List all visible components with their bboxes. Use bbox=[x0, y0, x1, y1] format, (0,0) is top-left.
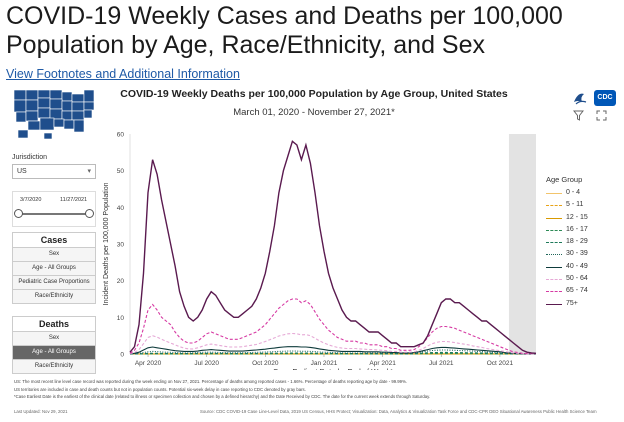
footnote-line: US: The most recent line level case reco… bbox=[14, 379, 408, 384]
x-tick-label: Jul 2020 bbox=[194, 360, 219, 367]
legend-label: 65 - 74 bbox=[566, 287, 588, 295]
last-updated: Last Updated: Nov 29, 2021 bbox=[14, 409, 68, 414]
legend-label: 12 - 15 bbox=[566, 213, 588, 221]
legend-swatch bbox=[546, 303, 562, 305]
date-slider-start-handle[interactable] bbox=[14, 209, 23, 218]
legend-swatch bbox=[546, 217, 562, 219]
date-slider-track[interactable] bbox=[18, 213, 90, 215]
legend-item[interactable]: 18 - 29 bbox=[546, 236, 622, 248]
date-slider-end-handle[interactable] bbox=[85, 209, 94, 218]
deaths-age-button[interactable]: Age - All Groups bbox=[13, 345, 95, 359]
legend-item[interactable]: 75+ bbox=[546, 298, 622, 310]
legend-item[interactable]: 0 - 4 bbox=[546, 187, 622, 199]
series-line-50-64 bbox=[129, 332, 536, 355]
jurisdiction-select[interactable]: US ▾ bbox=[12, 164, 96, 179]
footnote-line: *Case Earliest Date is the earliest of t… bbox=[14, 394, 431, 399]
series-line-30-39 bbox=[129, 349, 536, 355]
x-tick-label: Apr 2020 bbox=[135, 360, 162, 367]
x-tick-label: Apr 2021 bbox=[369, 360, 396, 367]
chevron-down-icon: ▾ bbox=[87, 168, 91, 175]
legend-swatch bbox=[546, 291, 562, 293]
footnote-line: US territories are included in case and … bbox=[14, 386, 306, 392]
y-tick-label: 0 bbox=[120, 352, 124, 359]
legend-item[interactable]: 40 - 49 bbox=[546, 261, 622, 273]
legend-label: 30 - 39 bbox=[566, 250, 588, 258]
source-credit: Source: CDC COVID-19 Case Line-Level Dat… bbox=[200, 409, 597, 414]
x-tick-label: Jul 2021 bbox=[429, 360, 454, 367]
cases-age-button[interactable]: Age - All Groups bbox=[13, 261, 95, 275]
y-tick-label: 10 bbox=[117, 315, 125, 322]
legend-swatch bbox=[546, 193, 562, 194]
date-start: 3/7/2020 bbox=[20, 197, 42, 203]
legend-label: 0 - 4 bbox=[566, 189, 581, 196]
y-tick-label: 60 bbox=[117, 132, 125, 139]
expand-icon[interactable] bbox=[596, 110, 607, 121]
legend-item[interactable]: 30 - 39 bbox=[546, 248, 622, 260]
deaths-heading: Deaths bbox=[38, 319, 69, 329]
us-map-icon[interactable] bbox=[12, 86, 98, 144]
legend-item[interactable]: 16 - 17 bbox=[546, 224, 622, 236]
footnotes-link[interactable]: View Footnotes and Additional Informatio… bbox=[6, 67, 240, 81]
hhs-logo-icon bbox=[574, 93, 587, 105]
cases-pediatric-button[interactable]: Pediatric Case Proportions bbox=[13, 275, 95, 289]
y-tick-label: 40 bbox=[117, 205, 125, 212]
filter-icon[interactable] bbox=[573, 110, 584, 121]
legend-swatch bbox=[546, 279, 562, 281]
chart-subtitle: March 01, 2020 - November 27, 2021* bbox=[233, 107, 395, 118]
x-tick-label: Oct 2020 bbox=[252, 360, 279, 367]
deaths-race-button[interactable]: Race/Ethnicity bbox=[13, 359, 95, 373]
y-tick-label: 20 bbox=[117, 278, 125, 285]
legend-label: 75+ bbox=[566, 299, 578, 307]
legend-item[interactable]: 50 - 64 bbox=[546, 273, 622, 285]
date-end: 11/27/2021 bbox=[60, 197, 88, 203]
series-line-75plus bbox=[129, 140, 537, 354]
legend-label: 18 - 29 bbox=[566, 238, 588, 246]
legend-label: 5 - 11 bbox=[566, 201, 584, 209]
cdc-logo-icon: CDC bbox=[594, 90, 616, 106]
cases-group: Cases Sex Age - All Groups Pediatric Cas… bbox=[12, 232, 96, 304]
x-tick-label: Oct 2021 bbox=[487, 360, 514, 367]
deaths-group: Deaths Sex Age - All Groups Race/Ethnici… bbox=[12, 316, 96, 374]
y-tick-label: 50 bbox=[117, 168, 125, 175]
series-line-40-49 bbox=[129, 346, 536, 355]
legend-item[interactable]: 5 - 11 bbox=[546, 199, 622, 211]
legend-label: 16 - 17 bbox=[566, 225, 588, 233]
x-axis-label: Case Earliest Date by End of Week* bbox=[273, 367, 393, 370]
legend-label: 50 - 64 bbox=[566, 275, 588, 283]
legend-item[interactable]: 12 - 15 bbox=[546, 212, 622, 224]
date-range-filter bbox=[12, 191, 96, 227]
cases-race-button[interactable]: Race/Ethnicity bbox=[13, 289, 95, 303]
y-axis-label: Incident Deaths per 100,000 Population bbox=[103, 182, 110, 305]
deaths-sex-button[interactable]: Sex bbox=[13, 331, 95, 345]
legend-swatch bbox=[546, 254, 562, 256]
page-title: COVID-19 Weekly Cases and Deaths per 100… bbox=[6, 2, 563, 59]
cases-heading: Cases bbox=[40, 235, 68, 245]
chart-title: COVID-19 Weekly Deaths per 100,000 Popul… bbox=[120, 88, 508, 100]
legend-swatch bbox=[546, 229, 562, 231]
legend-swatch bbox=[546, 266, 562, 268]
legend: Age Group 0 - 4 5 - 11 12 - 15 16 - 17 18 - … bbox=[546, 175, 622, 310]
series-line-18-29 bbox=[129, 351, 536, 355]
cases-sex-button[interactable]: Sex bbox=[13, 247, 95, 261]
reporting-delay-shading bbox=[508, 134, 536, 354]
legend-label: 40 - 49 bbox=[566, 262, 588, 270]
line-chart[interactable]: 0 10 20 30 40 50 60 Apr 2020 Jul 2020 Oct 2020 Jan… bbox=[100, 124, 624, 370]
y-tick-label: 30 bbox=[117, 242, 125, 249]
jurisdiction-value: US bbox=[17, 168, 27, 175]
jurisdiction-label: Jurisdiction bbox=[12, 154, 48, 161]
legend-item[interactable]: 65 - 74 bbox=[546, 285, 622, 297]
legend-title: Age Group bbox=[546, 175, 583, 184]
legend-swatch bbox=[546, 205, 562, 207]
x-tick-label: Jan 2021 bbox=[311, 360, 338, 367]
footnotes: US: The most recent line level case reco… bbox=[14, 378, 614, 401]
legend-swatch bbox=[546, 242, 562, 244]
series-line-65-74 bbox=[129, 298, 536, 355]
